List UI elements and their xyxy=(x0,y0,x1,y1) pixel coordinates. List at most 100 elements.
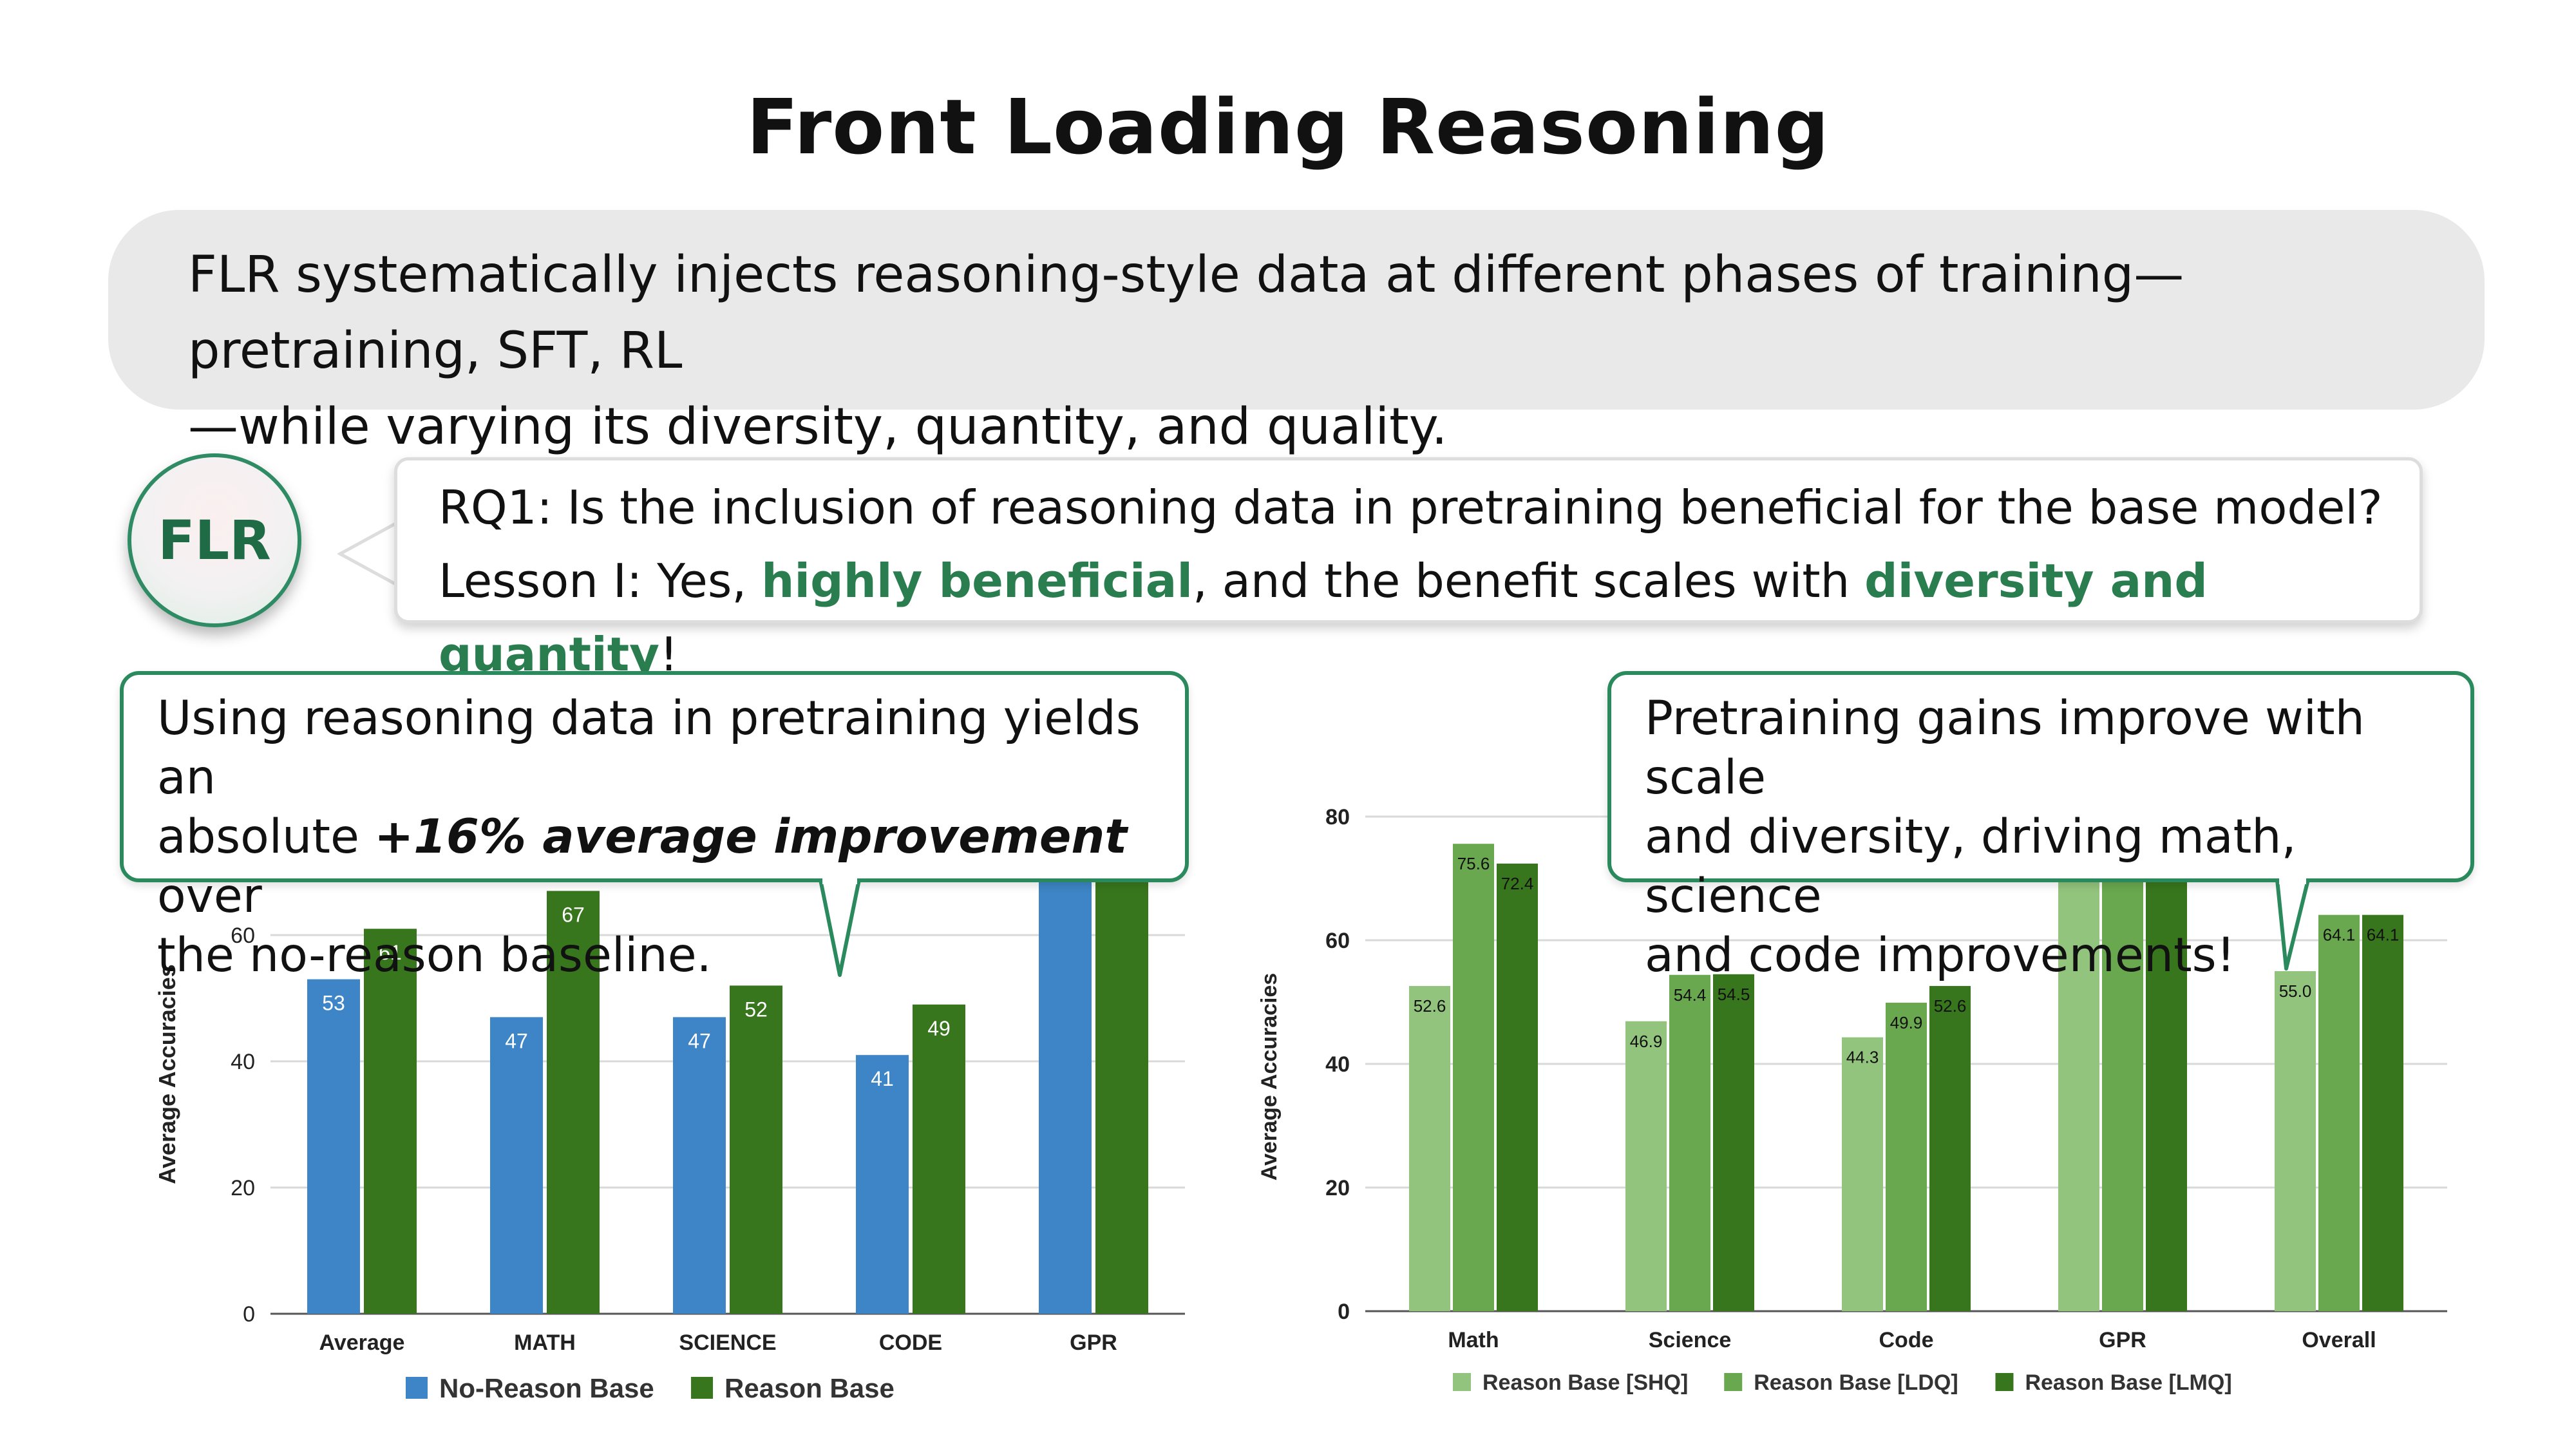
bar-value-label: 54.4 xyxy=(1674,985,1707,1005)
bar xyxy=(1886,1002,1927,1311)
x-tick-label: Code xyxy=(1879,1328,1934,1352)
bar xyxy=(2102,848,2143,1311)
summary-box: FLR systematically injects reasoning-sty… xyxy=(108,210,2485,456)
bar xyxy=(1625,1021,1667,1311)
callout-left-suffix: over xyxy=(157,869,262,923)
bar xyxy=(2275,971,2316,1311)
callout-left-emphasis: +16% average improvement xyxy=(374,810,1128,864)
flr-badge-text: FLR xyxy=(158,509,271,572)
y-axis-title: Average Accuracies xyxy=(1257,973,1282,1181)
bar xyxy=(1095,840,1148,1314)
bar xyxy=(1497,863,1538,1311)
legend-swatch xyxy=(1453,1373,1471,1391)
x-tick-label: Math xyxy=(1448,1328,1499,1352)
bar xyxy=(1669,974,1710,1311)
bar-value-label: 49 xyxy=(927,1017,951,1040)
callout-right: Pretraining gains improve with scale and… xyxy=(1607,671,2474,983)
callout-right-tail-icon xyxy=(2275,878,2310,971)
legend-label: Reason Base [LMQ] xyxy=(2025,1370,2231,1395)
bar xyxy=(2058,848,2099,1311)
y-axis-title: Average Accuracies xyxy=(154,964,180,1184)
lesson-highlight-beneficial: highly beneficial xyxy=(761,554,1193,608)
rq-question: RQ1: Is the inclusion of reasoning data … xyxy=(439,480,2383,535)
page-title: Front Loading Reasoning xyxy=(746,82,1830,171)
bar xyxy=(490,1017,543,1314)
bar xyxy=(1929,986,1971,1311)
legend-label: Reason Base [SHQ] xyxy=(1482,1370,1688,1395)
bar xyxy=(364,929,417,1314)
bar-value-label: 47 xyxy=(688,1029,711,1052)
callout-left-line-3: the no-reason baseline. xyxy=(157,928,712,983)
x-tick-label: SCIENCE xyxy=(679,1331,776,1355)
bar-value-label: 75.6 xyxy=(1457,854,1490,873)
callout-left-tail-icon xyxy=(819,878,861,977)
x-tick-label: Average xyxy=(319,1331,405,1355)
callout-left: Using reasoning data in pretraining yiel… xyxy=(120,671,1189,983)
bar-value-label: 46.9 xyxy=(1630,1032,1663,1051)
bar-value-label: 47 xyxy=(505,1029,528,1052)
callout-right-line-2: and diversity, driving math, science xyxy=(1645,810,2297,923)
bar-value-label: 44.3 xyxy=(1846,1048,1879,1067)
x-tick-label: GPR xyxy=(2099,1328,2146,1352)
bar xyxy=(1842,1037,1883,1311)
y-tick-label: 60 xyxy=(231,923,255,948)
y-tick-label: 40 xyxy=(231,1050,255,1074)
bar xyxy=(307,979,360,1314)
bar xyxy=(1713,974,1754,1311)
legend-label: No-Reason Base xyxy=(439,1373,654,1403)
legend-swatch xyxy=(691,1377,714,1399)
callout-right-line-1: Pretraining gains improve with scale xyxy=(1645,691,2365,805)
bar xyxy=(913,1004,965,1314)
summary-line-1: FLR systematically injects reasoning-sty… xyxy=(188,246,2184,380)
x-tick-label: Overall xyxy=(2302,1328,2376,1352)
x-tick-label: GPR xyxy=(1070,1331,1117,1355)
bar-value-label: 52.6 xyxy=(1414,996,1446,1016)
bar xyxy=(547,891,600,1314)
bar xyxy=(1453,844,1494,1311)
bar-value-label: 41 xyxy=(871,1067,894,1090)
bar-value-label: 55.0 xyxy=(2279,981,2312,1001)
lesson-prefix: Lesson I: Yes, xyxy=(439,554,762,608)
rq-box: RQ1: Is the inclusion of reasoning data … xyxy=(394,457,2423,681)
flr-badge: FLR xyxy=(128,453,301,627)
bar xyxy=(2146,848,2187,1311)
callout-left-line-2: absolute +16% average improvement over xyxy=(157,808,1159,926)
legend-label: Reason Base [LDQ] xyxy=(1754,1370,1958,1395)
bar-value-label: 52.6 xyxy=(1934,996,1967,1016)
bar-value-label: 67 xyxy=(562,903,585,926)
bar xyxy=(856,1055,909,1314)
summary-line-2: —while varying its diversity, quantity, … xyxy=(188,398,1448,456)
bar xyxy=(730,985,782,1314)
legend-swatch xyxy=(406,1377,428,1399)
y-tick-label: 40 xyxy=(1325,1052,1350,1077)
lesson-middle: , and the benefit scales with xyxy=(1193,554,1865,608)
bar xyxy=(1039,840,1092,1314)
bar-value-label: 64.1 xyxy=(2367,925,2400,945)
bar xyxy=(1409,986,1450,1311)
legend-swatch xyxy=(1995,1373,2014,1391)
bar-value-label: 52 xyxy=(744,998,768,1021)
x-tick-label: CODE xyxy=(879,1331,942,1355)
bar xyxy=(2362,914,2403,1311)
bar-value-label: 61 xyxy=(379,941,402,964)
legend-label: Reason Base xyxy=(724,1373,895,1403)
callout-left-line-1: Using reasoning data in pretraining yiel… xyxy=(157,691,1141,805)
callout-left-prefix: absolute xyxy=(157,810,375,864)
chart-left: 0 20 40 60 Average Accuracies 53 61 Average 47 67… xyxy=(154,840,1185,1403)
legend-swatch xyxy=(1724,1373,1743,1391)
bar xyxy=(2318,914,2360,1311)
bar-value-label: 54.5 xyxy=(1718,985,1750,1004)
y-tick-label: 0 xyxy=(243,1302,255,1327)
bar-value-label: 72.4 xyxy=(1501,874,1534,893)
y-tick-label: 80 xyxy=(1325,805,1350,829)
x-tick-label: MATH xyxy=(514,1331,576,1355)
y-tick-label: 60 xyxy=(1325,929,1350,953)
bar xyxy=(673,1017,726,1314)
y-tick-label: 20 xyxy=(231,1176,255,1200)
y-tick-label: 20 xyxy=(1325,1176,1350,1200)
x-tick-label: Science xyxy=(1649,1328,1732,1352)
y-tick-label: 0 xyxy=(1338,1300,1350,1324)
callout-right-line-3: and code improvements! xyxy=(1645,928,2235,983)
bar-value-label: 64.1 xyxy=(2323,925,2356,945)
